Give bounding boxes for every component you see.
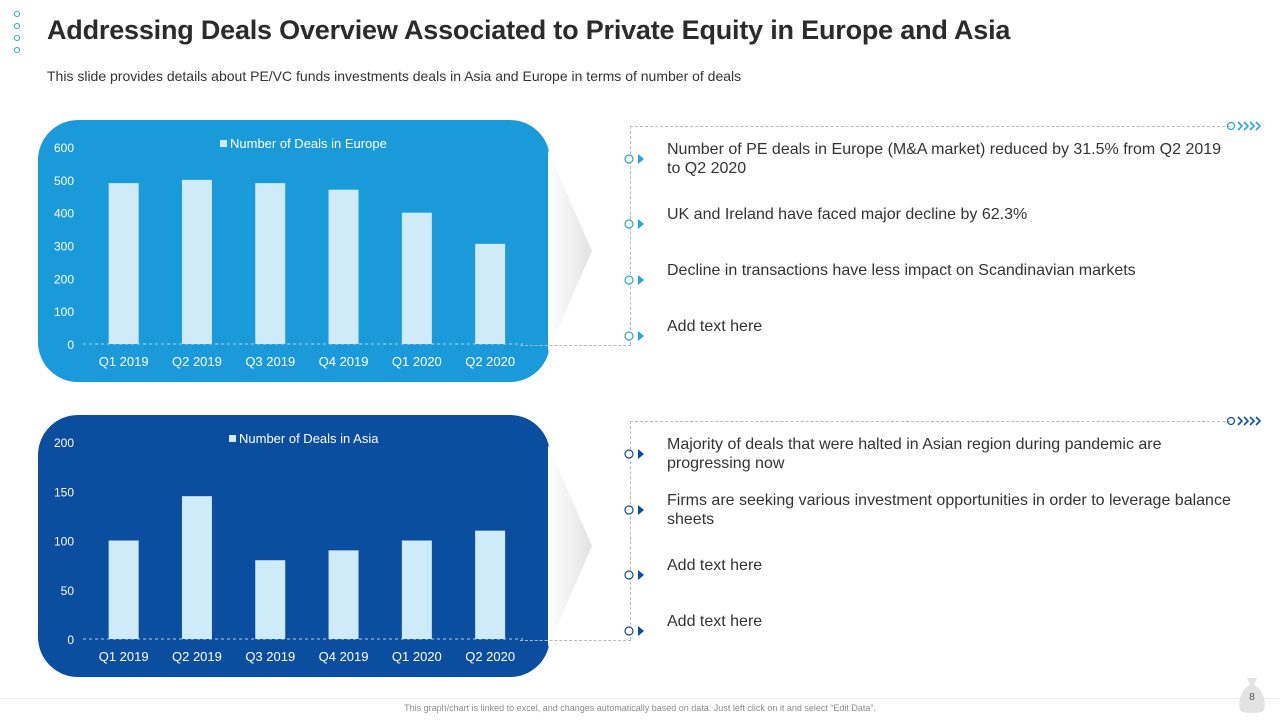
europe-ytick-label: 300	[54, 240, 74, 254]
slide-title: Addressing Deals Overview Associated to …	[47, 15, 1011, 45]
asia-xtick-label: Q1 2019	[99, 649, 149, 664]
asia-ytick-label: 0	[67, 633, 74, 647]
asia-xtick-label: Q3 2019	[245, 649, 295, 664]
bullet-arrow-icon	[624, 570, 644, 580]
money-bag-icon	[1239, 678, 1265, 713]
europe-bar	[108, 183, 139, 344]
europe-connector-line	[520, 345, 631, 346]
europe-point-text: Decline in transactions have less impact…	[667, 262, 1136, 279]
bullet-arrow-icon	[624, 626, 644, 636]
europe-chart-panel[interactable]: 0 100 200 300 400 500 600 Q1 2019 Q2 2019 Q3 2019…	[38, 120, 550, 382]
asia-bar	[108, 540, 139, 639]
asia-chevrons-icon	[1226, 416, 1262, 426]
europe-xtick-label: Q2 2019	[172, 354, 222, 369]
asia-connector-line	[520, 640, 631, 641]
europe-point-text: UK and Ireland have faced major decline …	[667, 206, 1028, 223]
europe-bar	[401, 212, 432, 344]
asia-legend-label: Number of Deals in Asia	[239, 431, 379, 446]
europe-ytick-label: 400	[54, 207, 74, 221]
asia-legend-swatch	[229, 435, 236, 442]
europe-point-text: Number of PE deals in Europe (M&A market…	[667, 141, 1222, 177]
europe-arrow-shape	[548, 150, 592, 352]
europe-legend-swatch	[220, 140, 227, 147]
asia-ytick-label: 100	[54, 535, 74, 549]
asia-point-text: Firms are seeking various investment opp…	[667, 492, 1231, 528]
asia-ytick-label: 150	[54, 485, 74, 499]
asia-bar	[255, 560, 286, 639]
europe-bar	[255, 183, 286, 344]
europe-xtick-label: Q1 2019	[99, 354, 149, 369]
europe-xtick-label: Q1 2020	[392, 354, 442, 369]
asia-bar	[401, 540, 432, 639]
asia-arrow-shape	[548, 445, 592, 647]
bullet-arrow-icon	[624, 331, 644, 341]
asia-bar	[328, 550, 359, 639]
slide-subtitle: This slide provides details about PE/VC …	[47, 68, 742, 84]
europe-ytick-label: 0	[67, 338, 74, 352]
asia-xtick-label: Q2 2019	[172, 649, 222, 664]
asia-xtick-label: Q2 2020	[465, 649, 515, 664]
asia-bar	[475, 530, 506, 639]
footer-divider	[0, 698, 1280, 699]
europe-chevrons-icon	[1226, 121, 1262, 131]
europe-xtick-label: Q2 2020	[465, 354, 515, 369]
asia-xtick-label: Q4 2019	[319, 649, 369, 664]
bullet-arrow-icon	[624, 154, 644, 164]
europe-ytick-label: 200	[54, 272, 74, 286]
europe-bar-chart[interactable]: 0 100 200 300 400 500 600 Q1 2019 Q2 2019 Q3 2019…	[38, 120, 550, 382]
europe-legend-label: Number of Deals in Europe	[230, 136, 387, 151]
europe-ytick-label: 600	[54, 141, 74, 155]
asia-bar	[181, 496, 212, 639]
bullet-arrow-icon	[624, 275, 644, 285]
europe-ytick-label: 100	[54, 305, 74, 319]
europe-xtick-label: Q4 2019	[319, 354, 369, 369]
asia-point-text: Add text here	[667, 557, 763, 574]
asia-bar-chart[interactable]: 0 50 100 150 200 Q1 2019 Q2 2019 Q3 2019 Q4 2019…	[38, 415, 550, 677]
bullet-arrow-icon	[624, 505, 644, 515]
europe-bracket	[630, 126, 1230, 345]
asia-xtick-label: Q1 2020	[392, 649, 442, 664]
asia-ytick-label: 200	[54, 436, 74, 450]
europe-bar	[328, 189, 359, 344]
bullet-arrow-icon	[624, 449, 644, 459]
europe-bar	[181, 179, 212, 344]
asia-bracket	[630, 421, 1230, 640]
bullet-arrow-icon	[624, 219, 644, 229]
europe-xtick-label: Q3 2019	[245, 354, 295, 369]
asia-chart-panel[interactable]: 0 50 100 150 200 Q1 2019 Q2 2019 Q3 2019 Q4 2019…	[38, 415, 550, 677]
asia-point-text: Majority of deals that were halted in As…	[667, 436, 1162, 472]
page-number: 8	[1249, 692, 1255, 703]
asia-ytick-label: 50	[61, 584, 75, 598]
decorative-dots	[14, 11, 24, 59]
europe-point-text: Add text here	[667, 318, 763, 335]
europe-bar	[475, 243, 506, 344]
europe-ytick-label: 500	[54, 174, 74, 188]
footnote: This graph/chart is linked to excel, and…	[404, 703, 876, 713]
asia-point-text: Add text here	[667, 613, 763, 630]
